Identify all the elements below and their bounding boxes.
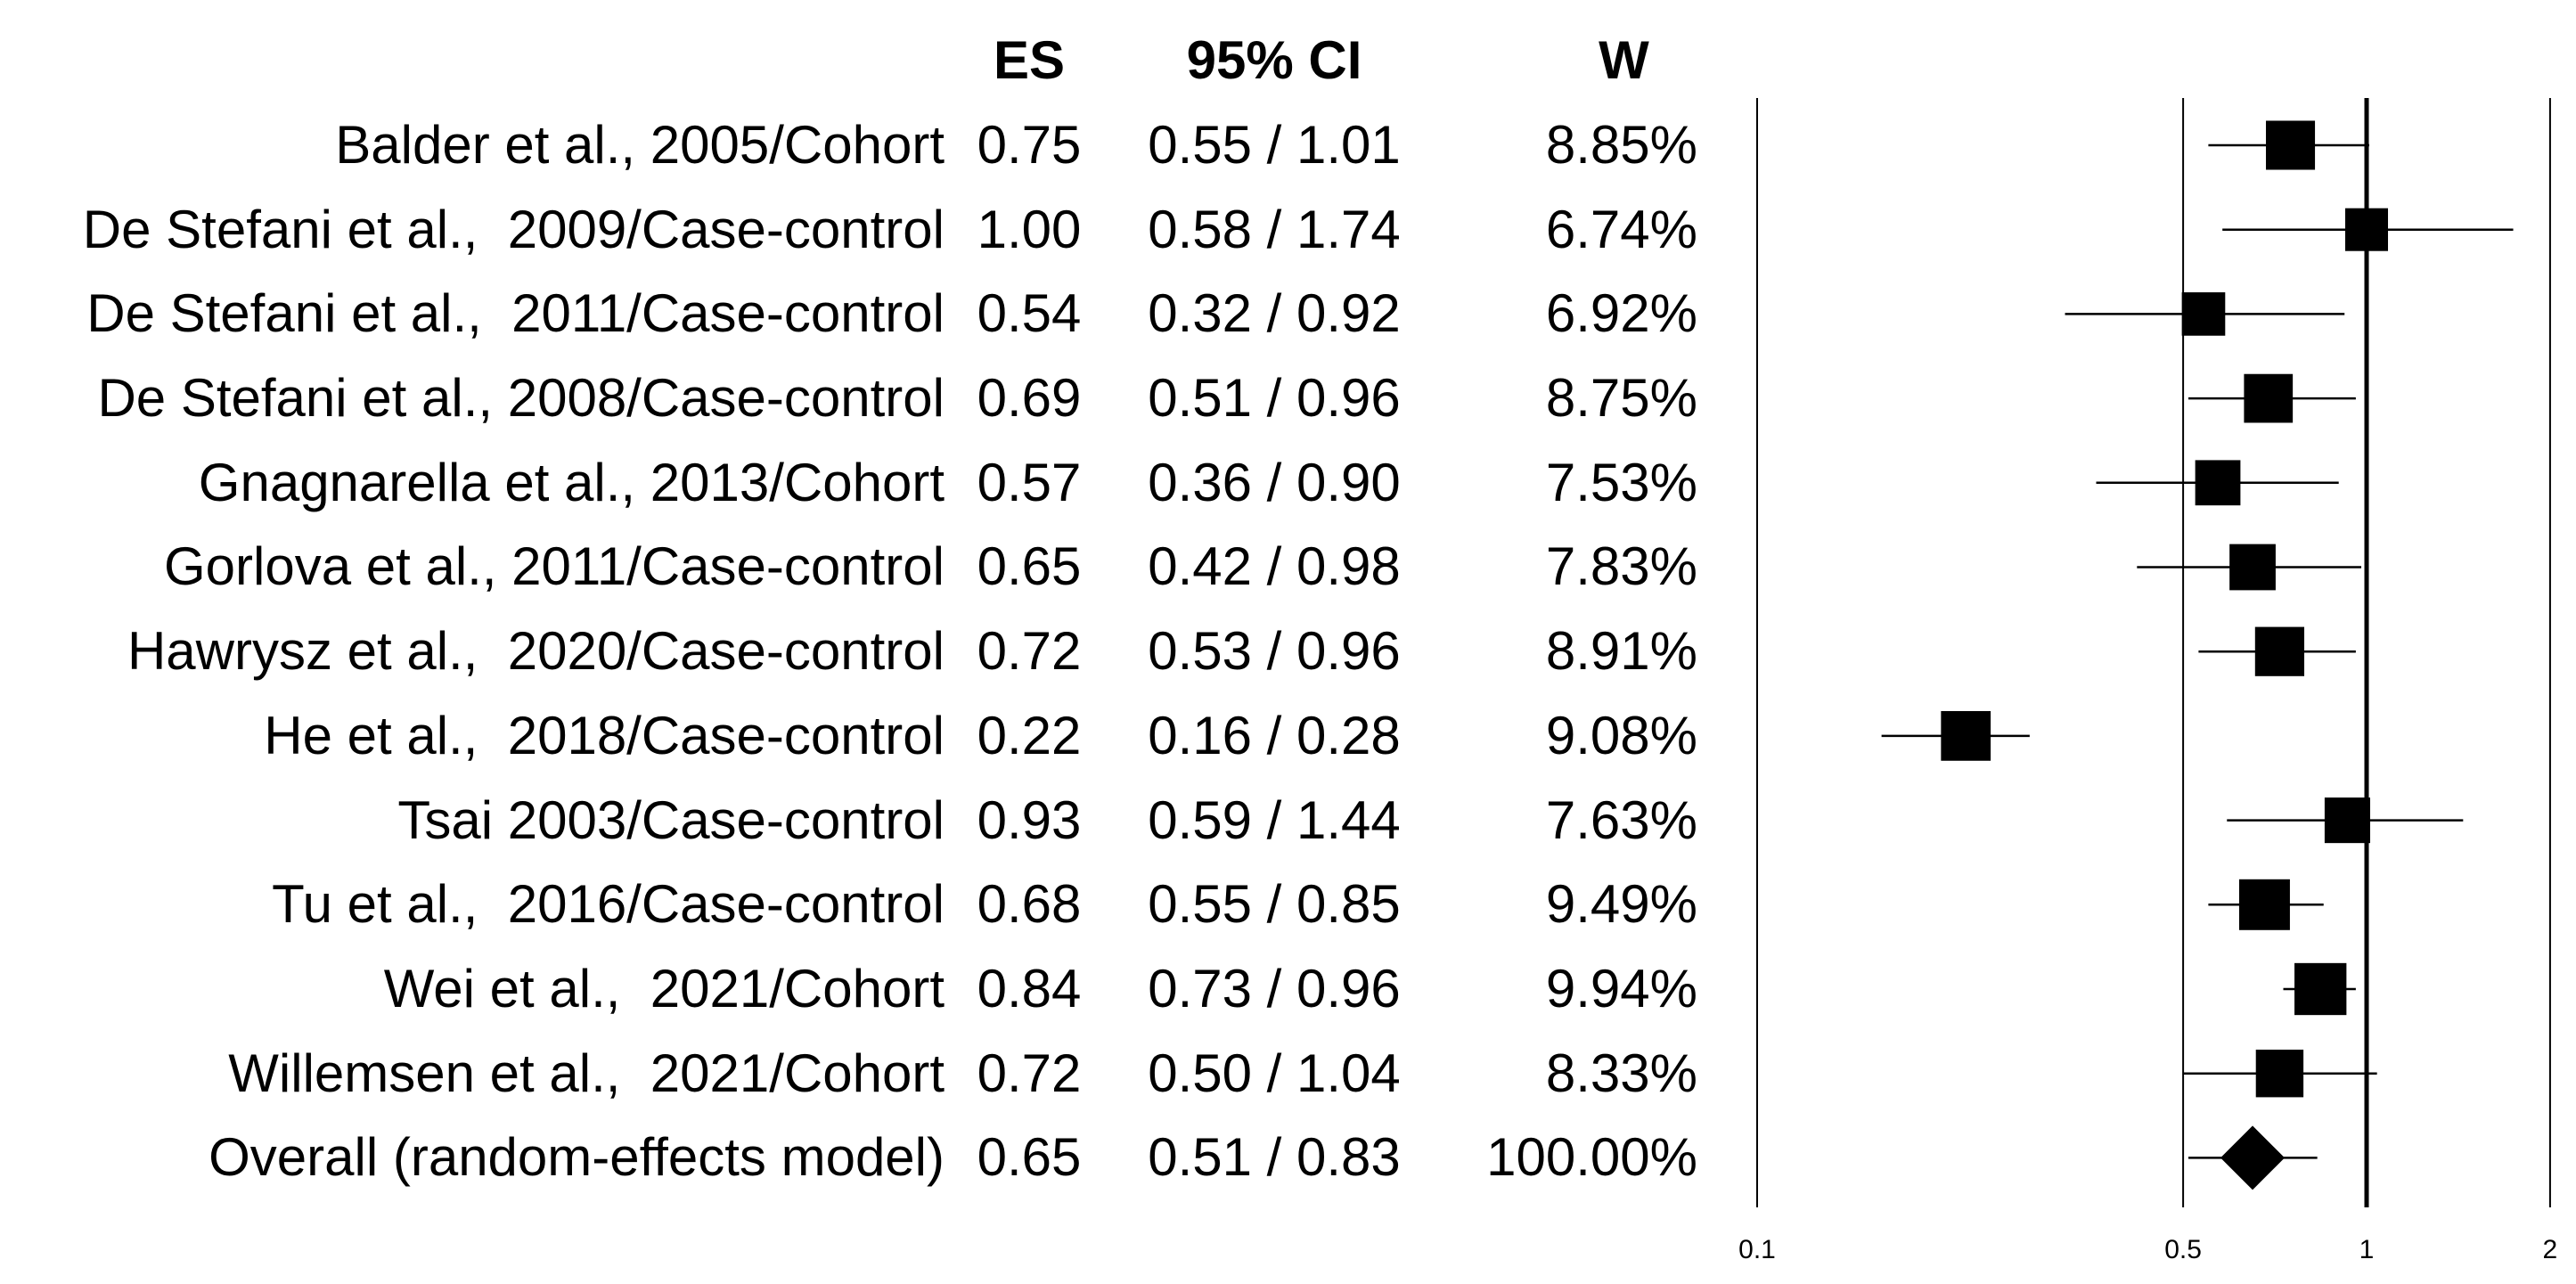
effect-square: [2244, 373, 2294, 423]
axis-tick-label: 0.5: [2164, 1235, 2202, 1264]
weight-value: 8.33%: [1545, 1043, 1697, 1103]
ci-value: 0.58 / 1.74: [1148, 199, 1401, 259]
weight-value: 7.83%: [1545, 536, 1697, 597]
es-value: 0.68: [977, 874, 1082, 935]
table-header-row: ES 95% CI W: [0, 19, 1697, 102]
study-label: De Stefani et al., 2011/Case-control: [86, 283, 945, 344]
study-label: Willemsen et al., 2021/Cohort: [228, 1043, 945, 1103]
study-label: De Stefani et al., 2009/Case-control: [82, 199, 945, 259]
ci-value: 0.59 / 1.44: [1148, 789, 1401, 850]
ci-value: 0.32 / 0.92: [1148, 283, 1401, 344]
study-label: Hawrysz et al., 2020/Case-control: [127, 621, 945, 682]
ci-value: 0.42 / 0.98: [1148, 536, 1401, 597]
col-header-ci: 95% CI: [1186, 30, 1362, 90]
study-label: Overall (random-effects model): [209, 1127, 945, 1188]
table-row: Tsai 2003/Case-control 0.93 0.59 / 1.44 …: [0, 778, 1697, 863]
weight-value: 9.94%: [1545, 958, 1697, 1018]
weight-value: 8.75%: [1545, 368, 1697, 429]
study-label: Gnagnarella et al., 2013/Cohort: [198, 452, 945, 512]
effect-square: [2229, 544, 2276, 591]
table-row: Gorlova et al., 2011/Case-control 0.65 0…: [0, 525, 1697, 609]
es-value: 0.22: [977, 705, 1082, 765]
es-value: 0.72: [977, 621, 1082, 682]
study-label: He et al., 2018/Case-control: [264, 705, 945, 765]
es-value: 0.93: [977, 789, 1082, 850]
weight-value: 6.92%: [1545, 283, 1697, 344]
weight-value: 6.74%: [1545, 199, 1697, 259]
weight-value: 7.63%: [1545, 789, 1697, 850]
effect-square: [2255, 1050, 2304, 1098]
table-row: Balder et al., 2005/Cohort 0.75 0.55 / 1…: [0, 103, 1697, 188]
effect-square: [2238, 879, 2290, 930]
table-row: De Stefani et al., 2008/Case-control 0.6…: [0, 356, 1697, 441]
weight-value: 7.53%: [1545, 452, 1697, 512]
weight-value: 8.85%: [1545, 114, 1697, 175]
effect-square: [2195, 460, 2241, 506]
study-label: Balder et al., 2005/Cohort: [335, 114, 945, 175]
es-value: 0.65: [977, 536, 1082, 597]
forest-plot-canvas: 0.1 0.5 1 2: [1738, 98, 2558, 1264]
es-value: 1.00: [977, 199, 1082, 259]
ci-value: 0.51 / 0.96: [1148, 368, 1401, 429]
effect-square: [2254, 626, 2305, 676]
effect-square: [2324, 797, 2370, 844]
es-value: 0.75: [977, 114, 1082, 175]
table-row: De Stefani et al., 2009/Case-control 1.0…: [0, 187, 1697, 272]
es-value: 0.57: [977, 452, 1082, 512]
study-label: Gorlova et al., 2011/Case-control: [163, 536, 945, 597]
ci-value: 0.73 / 0.96: [1148, 958, 1401, 1018]
ci-value: 0.16 / 0.28: [1148, 705, 1401, 765]
es-value: 0.84: [977, 958, 1082, 1018]
effect-square: [2344, 208, 2389, 251]
effect-square: [2294, 962, 2347, 1016]
ci-value: 0.55 / 0.85: [1148, 874, 1401, 935]
table-row: De Stefani et al., 2011/Case-control 0.5…: [0, 272, 1697, 356]
ci-value: 0.51 / 0.83: [1148, 1127, 1401, 1188]
table-row: He et al., 2018/Case-control 0.22 0.16 /…: [0, 694, 1697, 779]
effect-square: [2266, 120, 2316, 170]
study-label: Tu et al., 2016/Case-control: [272, 874, 945, 935]
ci-value: 0.36 / 0.90: [1148, 452, 1401, 512]
col-header-es: ES: [993, 30, 1066, 90]
study-label: Tsai 2003/Case-control: [397, 789, 945, 850]
weight-value: 8.91%: [1545, 621, 1697, 682]
effect-square: [2181, 292, 2226, 336]
overall-diamond: [2220, 1125, 2286, 1190]
es-value: 0.69: [977, 368, 1082, 429]
table-row: Willemsen et al., 2021/Cohort 0.72 0.50 …: [0, 1031, 1697, 1116]
study-label: De Stefani et al., 2008/Case-control: [97, 368, 945, 429]
weight-value: 9.08%: [1545, 705, 1697, 765]
table-row: Overall (random-effects model) 0.65 0.51…: [0, 1116, 1697, 1200]
axis-tick-label: 0.1: [1738, 1235, 1776, 1264]
es-value: 0.72: [977, 1043, 1082, 1103]
ci-value: 0.53 / 0.96: [1148, 621, 1401, 682]
table-row: Gnagnarella et al., 2013/Cohort 0.57 0.3…: [0, 440, 1697, 525]
study-label: Wei et al., 2021/Cohort: [383, 958, 945, 1018]
weight-value: 9.49%: [1545, 874, 1697, 935]
axis-tick-label: 2: [2543, 1235, 2558, 1264]
ci-value: 0.55 / 1.01: [1148, 114, 1401, 175]
table-row: Wei et al., 2021/Cohort 0.84 0.73 / 0.96…: [0, 947, 1697, 1032]
table-row: Tu et al., 2016/Case-control 0.68 0.55 /…: [0, 863, 1697, 947]
table-row: Hawrysz et al., 2020/Case-control 0.72 0…: [0, 609, 1697, 694]
ci-value: 0.50 / 1.04: [1148, 1043, 1401, 1103]
weight-value: 100.00%: [1486, 1127, 1697, 1188]
es-value: 0.54: [977, 283, 1082, 344]
axis-tick-label: 1: [2359, 1235, 2375, 1264]
col-header-w: W: [1599, 30, 1649, 90]
effect-square: [1941, 711, 1991, 761]
es-value: 0.65: [977, 1127, 1082, 1188]
